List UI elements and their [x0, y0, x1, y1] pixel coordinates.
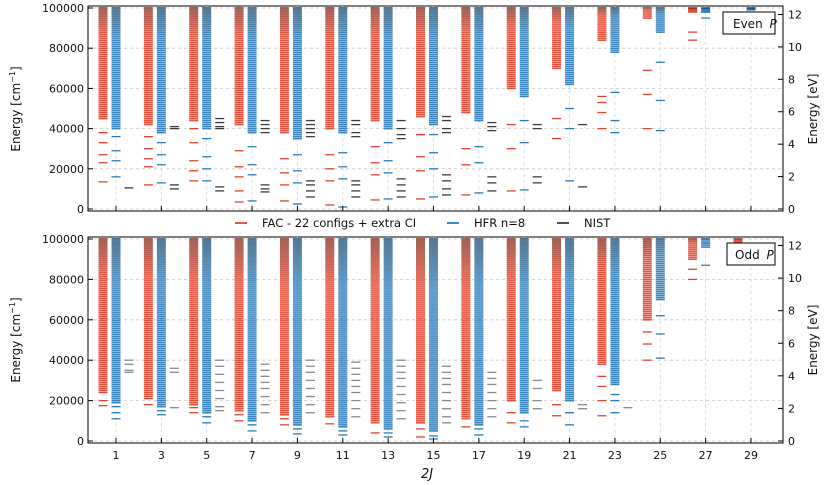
ytick-ev-label: 10	[788, 272, 802, 285]
ytick-ev-label: 0	[788, 203, 795, 216]
ticks-even: 0 20000 40000 60000 80000 100000 0 2 4 6 8 10 12	[42, 2, 802, 216]
xtick-label: 21	[563, 449, 577, 462]
xtick-label: 13	[381, 449, 395, 462]
ytick-ev-label: 6	[788, 337, 795, 350]
ytick-label: 40000	[49, 354, 84, 367]
ylabel-left-even: Energy [cm−1]	[8, 66, 23, 151]
ytick-label: 60000	[49, 314, 84, 327]
ytick-ev-label: 0	[788, 435, 795, 448]
panel-label-odd-italic: P	[767, 248, 775, 262]
ytick-ev-label: 4	[788, 138, 795, 151]
xtick-label: 29	[744, 449, 758, 462]
panel-label-even-italic: P	[770, 17, 778, 31]
xtick-label: 27	[699, 449, 713, 462]
ytick-ev-label: 2	[788, 402, 795, 415]
ytick-label: 100000	[42, 233, 84, 246]
svg-text:Odd P: Odd P	[735, 248, 775, 262]
xtick-label: 19	[517, 449, 531, 462]
legend: FAC - 22 configs + extra CI HFR n=8 NIST	[235, 216, 611, 230]
plot-frame-even	[87, 5, 784, 212]
series-fac	[98, 7, 698, 206]
xtick-label: 1	[113, 449, 120, 462]
xtick-label: 17	[472, 449, 486, 462]
plot-frame-odd	[87, 236, 784, 444]
panel-label-box-even: Even P	[722, 11, 778, 35]
xlabel: 2J	[421, 467, 433, 482]
ytick-ev-label: 6	[788, 106, 795, 119]
levels-even	[98, 7, 756, 208]
series-hfr	[111, 7, 756, 208]
ylabel-right-odd: Energy [eV]	[806, 305, 820, 376]
ylabel-left-odd-sup: −1	[8, 302, 17, 314]
ytick-label: 0	[77, 435, 84, 448]
ytick-label: 20000	[49, 163, 84, 176]
series-nist	[124, 359, 633, 424]
ylabel-left-even-close: ]	[9, 66, 23, 71]
ylabel-left-odd: Energy [cm−1]	[8, 297, 23, 382]
series-nist	[124, 115, 588, 198]
panel-label-even-prefix: Even	[733, 17, 763, 31]
ytick-label: 100000	[42, 2, 84, 15]
ylabel-right-even: Energy [eV]	[806, 74, 820, 145]
xtick-label: 3	[158, 449, 165, 462]
levels-odd	[98, 238, 743, 440]
ytick-ev-label: 8	[788, 73, 795, 86]
ytick-label: 20000	[49, 395, 84, 408]
ytick-label: 0	[77, 203, 84, 216]
legend-label: FAC - 22 configs + extra CI	[262, 216, 416, 230]
panel-label-box-odd: Odd P	[726, 242, 776, 266]
ylabel-left-odd-close: ]	[9, 297, 23, 302]
ytick-ev-label: 8	[788, 305, 795, 318]
xtick-label: 23	[608, 449, 622, 462]
series-fac	[98, 238, 743, 438]
xtick-label: 9	[294, 449, 301, 462]
ytick-ev-label: 2	[788, 171, 795, 184]
ytick-label: 80000	[49, 273, 84, 286]
ytick-ev-label: 12	[788, 240, 802, 253]
ytick-label: 80000	[49, 42, 84, 55]
ytick-ev-label: 10	[788, 41, 802, 54]
xtick-label: 7	[249, 449, 256, 462]
legend-label: NIST	[584, 216, 611, 230]
xtick-label: 25	[653, 449, 667, 462]
svg-text:Even P: Even P	[733, 17, 778, 31]
ylabel-left-even-main: Energy [cm	[9, 83, 23, 152]
ytick-ev-label: 12	[788, 8, 802, 21]
ytick-label: 60000	[49, 82, 84, 95]
ylabel-left-odd-main: Energy [cm	[9, 314, 23, 383]
ytick-label: 40000	[49, 123, 84, 136]
xtick-label: 11	[336, 449, 350, 462]
panel-even: 0 20000 40000 60000 80000 100000 0 2 4 6 8 10 12 Eve…	[8, 2, 820, 216]
legend-label: HFR n=8	[474, 216, 525, 230]
ylabel-left-even-sup: −1	[8, 71, 17, 83]
series-hfr	[111, 238, 711, 440]
xtick-label: 5	[203, 449, 210, 462]
xtick-label: 15	[427, 449, 441, 462]
panel-label-odd-prefix: Odd	[735, 248, 760, 262]
ytick-ev-label: 4	[788, 370, 795, 383]
